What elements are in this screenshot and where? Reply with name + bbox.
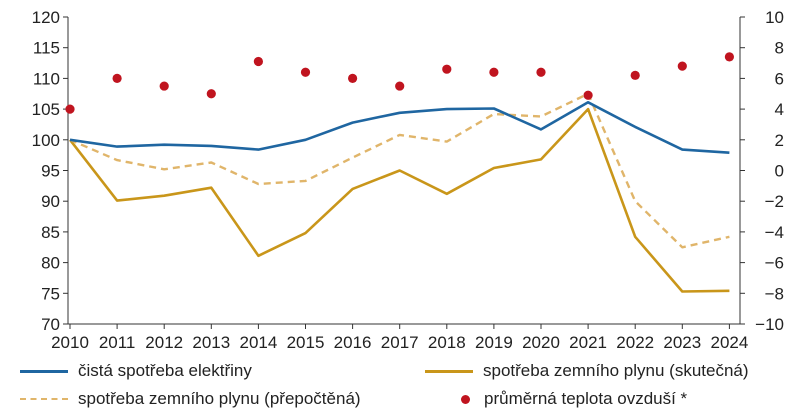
legend-label-gas-recalculated: spotřeba zemního plynu (přepočtěná) — [78, 389, 361, 408]
y-right-tick-label: 0 — [775, 162, 784, 181]
y-left-tick-label: 110 — [33, 69, 60, 88]
temperature-point — [442, 64, 452, 74]
temperature-point — [489, 67, 499, 77]
gas-actual-line — [68, 107, 730, 293]
legend: čistá spotřeba elektřiny spotřeba zemníh… — [0, 355, 800, 419]
temperature-point — [536, 67, 546, 77]
temperature-point — [724, 52, 735, 62]
temperature-point — [253, 56, 263, 67]
y-left-tick-label: 85 — [41, 223, 60, 242]
x-tick-label: 2015 — [287, 333, 325, 352]
legend-item-temperature: průměrná teplota ovzduší * — [425, 389, 687, 409]
axes — [63, 16, 745, 329]
x-tick-label: 2014 — [239, 333, 277, 352]
x-tick-label: 2024 — [710, 333, 748, 352]
y-left-tick-label: 95 — [41, 162, 60, 181]
x-tick-label: 2013 — [192, 333, 230, 352]
y-left-tick-label: 100 — [32, 131, 60, 150]
temperature-point — [630, 70, 640, 80]
y-left-tick-label: 80 — [41, 254, 60, 273]
temperature-point — [583, 90, 593, 100]
y-left-tick-label: 115 — [33, 39, 60, 58]
legend-item-electricity: čistá spotřeba elektřiny — [20, 361, 252, 381]
y-right-tick-label: 8 — [775, 39, 784, 58]
series-layer — [65, 52, 735, 293]
x-tick-label: 2011 — [99, 333, 136, 352]
y-right-tick-label: 2 — [775, 131, 784, 150]
legend-swatch-solid-blue — [20, 369, 68, 373]
y-left-tick-label: 70 — [41, 315, 60, 334]
legend-swatch-red-dot — [461, 394, 470, 404]
y-right-tick-label: 4 — [775, 100, 784, 119]
temperature-point — [348, 73, 358, 83]
legend-item-gas-recalculated: spotřeba zemního plynu (přepočtěná) — [20, 389, 361, 409]
x-tick-label: 2019 — [475, 333, 513, 352]
y-left-tick-label: 75 — [41, 284, 60, 303]
temperature-point — [65, 104, 75, 114]
temperature-point — [300, 67, 311, 77]
y-right-tick-label: −6 — [765, 254, 784, 273]
y-left-tick-label: 105 — [32, 100, 60, 119]
temperature-point — [395, 81, 405, 91]
x-tick-label: 2010 — [51, 333, 89, 352]
y-right-tick-label: 10 — [765, 8, 784, 27]
legend-swatch-dashed-gold — [20, 398, 68, 400]
legend-swatch-solid-gold — [425, 369, 473, 373]
legend-label-gas-actual: spotřeba zemního plynu (skutečná) — [483, 361, 749, 380]
chart: 120 115 110 105 100 95 90 85 80 75 70 10 8 6 4 2 0 −2 −4 −6… — [32, 8, 784, 352]
x-tick-label: 2017 — [381, 333, 419, 352]
y-right-tick-label: −8 — [765, 284, 784, 303]
temperature-point — [112, 73, 122, 83]
legend-label-temperature: průměrná teplota ovzduší * — [484, 389, 688, 408]
y-right-tick-label: −10 — [755, 315, 784, 334]
x-tick-label: 2012 — [145, 333, 183, 352]
temperature-point — [159, 81, 169, 91]
x-tick-label: 2020 — [522, 333, 560, 352]
x-tick-label: 2018 — [428, 333, 466, 352]
temperature-point — [677, 61, 687, 71]
y-right-tick-label: 6 — [775, 69, 784, 88]
y-right-tick-label: −4 — [765, 223, 784, 242]
legend-item-gas-actual: spotřeba zemního plynu (skutečná) — [425, 361, 749, 381]
gas-recalculated-line — [69, 92, 730, 249]
electricity-line — [69, 101, 730, 154]
x-tick-label: 2023 — [663, 333, 701, 352]
temperature-point — [206, 89, 216, 99]
x-tick-label: 2022 — [616, 333, 654, 352]
y-left-tick-label: 120 — [32, 8, 60, 27]
y-right-tick-label: −2 — [765, 192, 784, 211]
x-tick-label: 2021 — [569, 333, 607, 352]
ticks-layer: 120 115 110 105 100 95 90 85 80 75 70 10 8 6 4 2 0 −2 −4 −6… — [32, 8, 784, 352]
legend-label-electricity: čistá spotřeba elektřiny — [78, 361, 252, 380]
y-left-tick-label: 90 — [41, 192, 60, 211]
x-tick-label: 2016 — [334, 333, 372, 352]
